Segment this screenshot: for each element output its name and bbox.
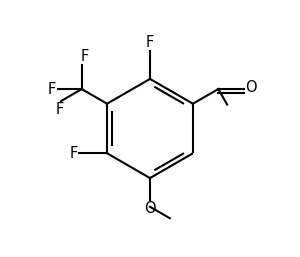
Text: F: F — [146, 35, 154, 50]
Text: O: O — [245, 80, 256, 95]
Text: F: F — [56, 103, 64, 117]
Text: O: O — [144, 201, 156, 216]
Text: F: F — [80, 49, 88, 64]
Text: F: F — [70, 146, 78, 161]
Text: F: F — [48, 81, 56, 97]
